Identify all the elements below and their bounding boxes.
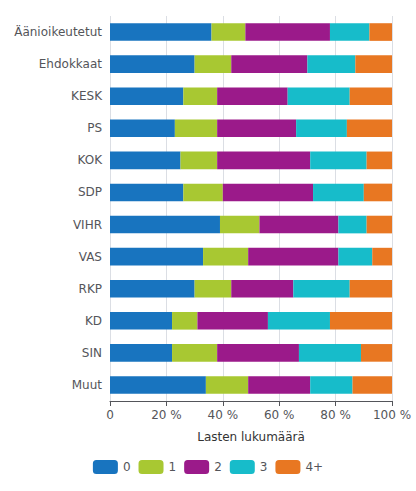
svg-text:60 %: 60 % [264,408,295,422]
svg-text:Muut: Muut [72,378,103,392]
svg-text:Lasten lukumäärä: Lasten lukumäärä [197,430,305,444]
svg-text:RKP: RKP [79,282,102,296]
svg-text:SDP: SDP [78,185,102,199]
svg-text:VIHR: VIHR [73,218,102,232]
svg-text:Ehdokkaat: Ehdokkaat [39,57,103,71]
svg-text:1: 1 [169,460,177,474]
svg-text:100 %: 100 % [373,408,411,422]
svg-text:0: 0 [123,460,131,474]
svg-text:KD: KD [85,314,102,328]
svg-text:4+: 4+ [305,460,323,474]
svg-text:KOK: KOK [77,153,103,167]
svg-text:40 %: 40 % [208,408,239,422]
svg-text:PS: PS [87,121,102,135]
svg-text:VAS: VAS [79,250,102,264]
svg-text:2: 2 [214,460,222,474]
svg-text:SIN: SIN [82,346,102,360]
svg-text:20 %: 20 % [151,408,182,422]
svg-text:80 %: 80 % [320,408,351,422]
svg-text:0: 0 [106,408,114,422]
svg-text:Äänioikeutetut: Äänioikeutetut [14,24,102,39]
svg-text:3: 3 [260,460,268,474]
svg-text:KESK: KESK [71,89,103,103]
